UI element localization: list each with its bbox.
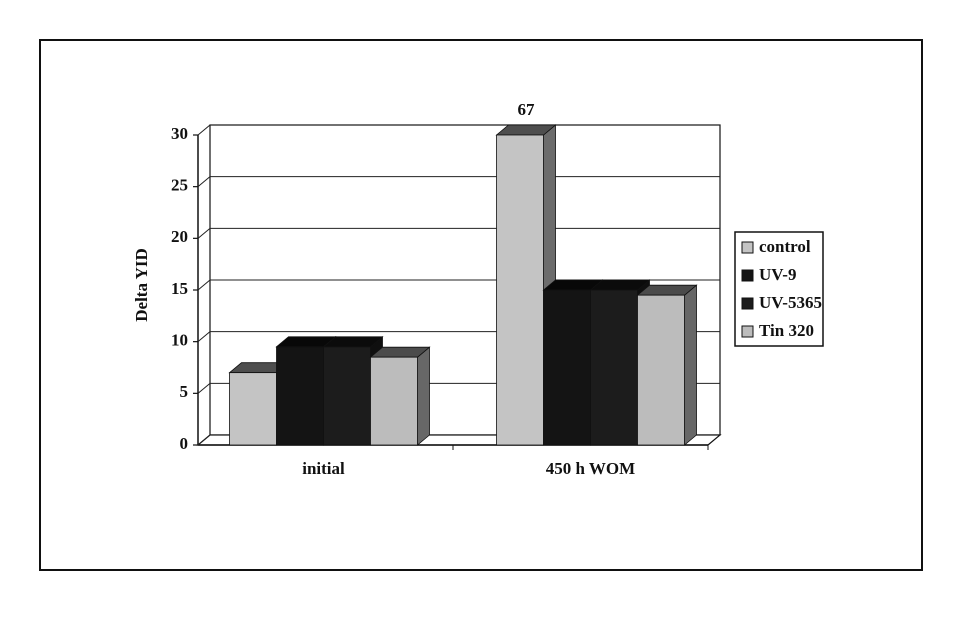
bar bbox=[370, 356, 418, 446]
legend-swatch bbox=[741, 269, 754, 282]
legend-swatch bbox=[741, 297, 754, 310]
legend-swatch bbox=[741, 241, 754, 254]
bar bbox=[543, 289, 591, 446]
bar-side bbox=[417, 346, 430, 446]
y-tick-label: 20 bbox=[171, 227, 188, 246]
bar bbox=[496, 134, 544, 446]
value-label: 67 bbox=[518, 100, 536, 119]
bar bbox=[276, 346, 324, 446]
y-tick-label: 30 bbox=[171, 124, 188, 143]
bar bbox=[590, 289, 638, 446]
y-tick-label: 15 bbox=[171, 279, 188, 298]
bar bbox=[637, 294, 685, 446]
x-tick-label: initial bbox=[302, 459, 345, 478]
y-tick-label: 5 bbox=[180, 382, 189, 401]
legend-label: UV-9 bbox=[759, 265, 796, 284]
y-tick-label: 10 bbox=[171, 331, 188, 350]
bar-side bbox=[684, 284, 697, 446]
x-tick-label: 450 h WOM bbox=[546, 459, 635, 478]
y-axis-label: Delta YID bbox=[132, 248, 151, 322]
legend-swatch bbox=[741, 325, 754, 338]
legend-label: UV-5365 bbox=[759, 293, 822, 312]
bar bbox=[229, 372, 277, 446]
legend-label: control bbox=[759, 237, 811, 256]
y-tick-label: 0 bbox=[180, 434, 189, 453]
legend-label: Tin 320 bbox=[759, 321, 814, 340]
bar bbox=[323, 346, 371, 446]
y-tick-label: 25 bbox=[171, 176, 188, 195]
